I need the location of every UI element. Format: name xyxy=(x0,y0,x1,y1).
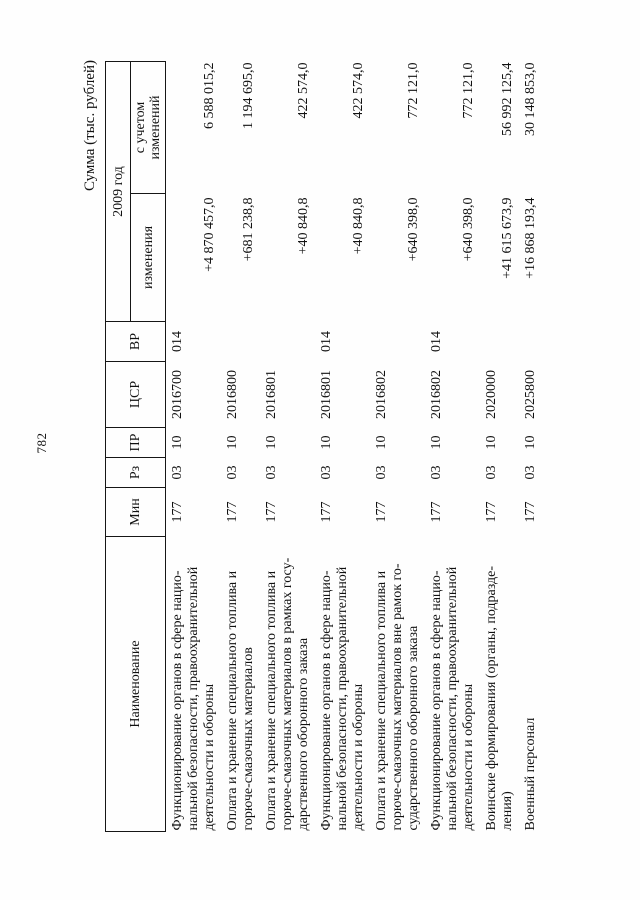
row-name: Оплата и хранение специального топлива и… xyxy=(264,557,311,831)
row-min: 177 xyxy=(523,501,538,523)
row-rz: 03 xyxy=(484,465,499,480)
row-min: 177 xyxy=(264,501,279,523)
row-min: 177 xyxy=(319,501,334,523)
row-rz: 03 xyxy=(225,465,240,480)
row-csr: 2016801 xyxy=(264,370,279,419)
row-total: 6 588 015,2 xyxy=(202,62,217,130)
budget-table: Наименование Мин Рз ПР ЦСР ВР 2009 год и… xyxy=(105,61,539,832)
row-name: Функционирование органов в сфере нацио- … xyxy=(170,566,217,831)
row-rz: 03 xyxy=(523,465,538,480)
row-change: +41 615 673,9 xyxy=(500,197,515,279)
row-rz: 03 xyxy=(264,465,279,480)
row-total: 772 121,0 xyxy=(406,62,421,119)
row-total: 422 574,0 xyxy=(296,62,311,119)
row-pr: 10 xyxy=(523,435,538,450)
page-number: 782 xyxy=(34,432,49,454)
row-rz: 03 xyxy=(319,465,334,480)
row-vr: 014 xyxy=(429,331,444,352)
table-row: Оплата и хранение специального топлива и… xyxy=(218,62,257,832)
table-row: Функционирование органов в сфере нацио- … xyxy=(166,62,219,832)
row-min: 177 xyxy=(225,501,240,523)
table-caption: Сумма (тыс. рублей) xyxy=(82,60,98,192)
row-total: 1 194 695,0 xyxy=(241,62,256,130)
row-name: Оплата и хранение специального топлива и… xyxy=(225,570,256,831)
row-pr: 10 xyxy=(225,435,240,450)
row-vr xyxy=(516,322,539,362)
row-name: Воинские формирования (органы, подразде-… xyxy=(484,565,515,831)
column-header-name: Наименование xyxy=(105,536,166,832)
row-change: +640 398,0 xyxy=(461,197,476,262)
column-header-csr: ЦСР xyxy=(105,361,166,428)
row-name: Оплата и хранение специального топлива и… xyxy=(374,563,421,831)
row-rz: 03 xyxy=(170,465,185,480)
row-total: 56 992 125,4 xyxy=(500,62,515,137)
row-rz: 03 xyxy=(374,465,389,480)
row-csr: 2020000 xyxy=(484,370,499,419)
column-header-with-changes: с учетом изменений xyxy=(130,61,166,194)
row-min: 177 xyxy=(374,501,389,523)
row-change: +640 398,0 xyxy=(406,197,421,262)
row-pr: 10 xyxy=(170,435,185,450)
table-row: Функционирование органов в сфере нацио- … xyxy=(422,62,477,832)
row-csr: 2016802 xyxy=(429,370,444,419)
row-vr xyxy=(218,322,257,362)
table-row: Оплата и хранение специального топлива и… xyxy=(257,62,312,832)
row-min: 177 xyxy=(484,501,499,523)
row-change: +40 840,8 xyxy=(351,197,366,255)
row-total: 772 121,0 xyxy=(461,62,476,119)
row-pr: 10 xyxy=(264,435,279,450)
table-header: Наименование Мин Рз ПР ЦСР ВР 2009 год и… xyxy=(105,61,166,832)
row-vr xyxy=(257,322,312,362)
row-change: +40 840,8 xyxy=(296,197,311,255)
row-csr: 2016700 xyxy=(170,370,185,419)
table-row: Воинские формирования (органы, подразде-… xyxy=(477,62,516,832)
table-row: Функционирование органов в сфере нацио- … xyxy=(312,62,367,832)
table-row: Оплата и хранение специального топлива и… xyxy=(367,62,422,832)
column-header-changes: изменения xyxy=(130,193,166,322)
row-name: Военный персонал xyxy=(523,717,538,831)
row-pr: 10 xyxy=(319,435,334,450)
row-pr: 10 xyxy=(429,435,444,450)
table-row: Военный персонал 177 03 10 2025800 +16 8… xyxy=(516,62,539,832)
row-pr: 10 xyxy=(484,435,499,450)
row-total: 422 574,0 xyxy=(351,62,366,119)
row-total: 30 148 853,0 xyxy=(523,62,538,137)
column-header-year: 2009 год xyxy=(105,61,131,322)
row-csr: 2025800 xyxy=(523,370,538,419)
row-change: +4 870 457,0 xyxy=(202,197,217,272)
row-min: 177 xyxy=(170,501,185,523)
row-change: +681 238,8 xyxy=(241,197,256,262)
column-header-rz: Рз xyxy=(105,457,166,488)
row-vr: 014 xyxy=(319,331,334,352)
row-name: Функционирование органов в сфере нацио- … xyxy=(429,566,476,831)
column-header-vr: ВР xyxy=(105,321,166,362)
row-name: Функционирование органов в сфере нацио- … xyxy=(319,566,366,831)
row-csr: 2016802 xyxy=(374,370,389,419)
row-vr xyxy=(477,322,516,362)
row-csr: 2016801 xyxy=(319,370,334,419)
row-rz: 03 xyxy=(429,465,444,480)
row-min: 177 xyxy=(429,501,444,523)
column-header-min: Мин xyxy=(105,487,166,537)
row-vr xyxy=(367,322,422,362)
row-pr: 10 xyxy=(374,435,389,450)
row-csr: 2016800 xyxy=(225,370,240,419)
row-change: +16 868 193,4 xyxy=(523,197,538,279)
row-vr: 014 xyxy=(170,331,185,352)
column-header-pr: ПР xyxy=(105,427,166,458)
